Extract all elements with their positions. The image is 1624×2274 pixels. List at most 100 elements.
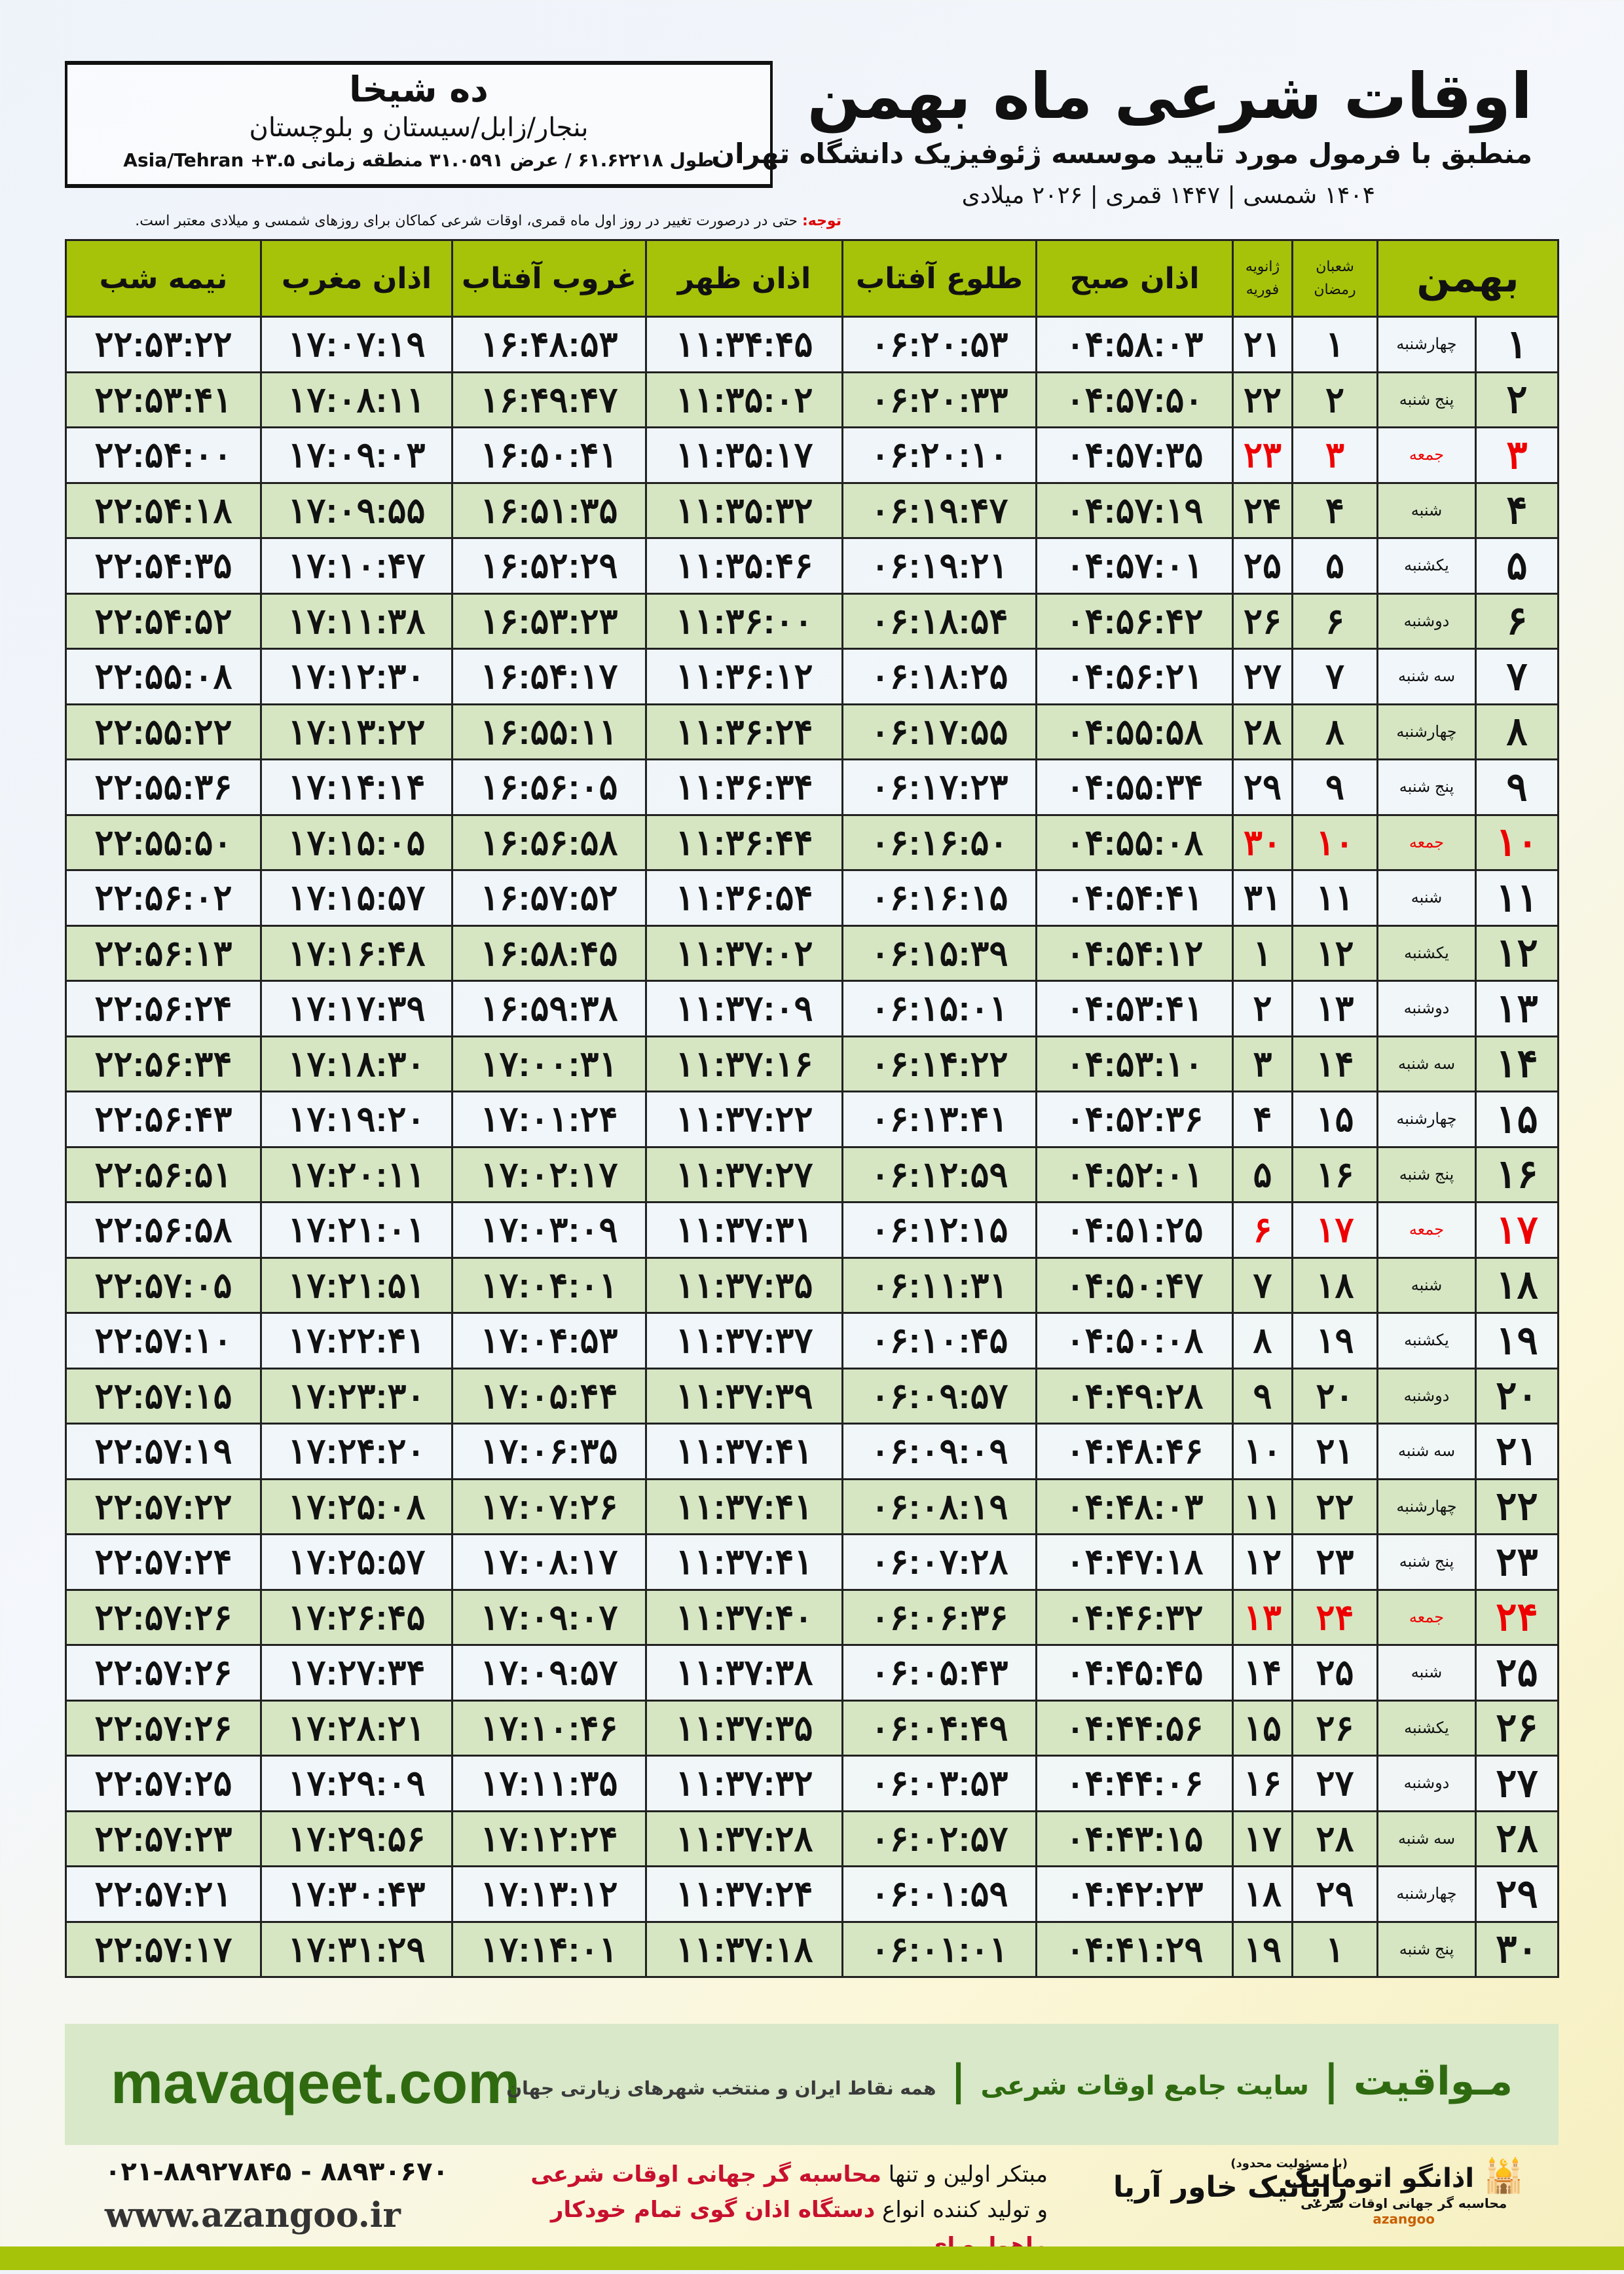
cell-weekday: چهارشنبه xyxy=(1376,1865,1477,1923)
cell-maghrib: ۱۷:۱۴:۱۴ xyxy=(260,758,453,816)
cell-day: ۱۱ xyxy=(1475,869,1560,927)
cell-hijri: ۹ xyxy=(1291,758,1378,816)
table-row: ۱ چهارشنبه ۱ ۲۱ ۰۴:۵۸:۰۳ ۰۶:۲۰:۵۳ ۱۱:۳۴:۴۵ ۱۶:۴… xyxy=(65,316,1560,373)
site-link[interactable]: mavaqeet.com xyxy=(111,2051,521,2116)
cell-maghrib: ۱۷:۲۵:۰۸ xyxy=(260,1478,453,1535)
table-row: ۱۴ سه شنبه ۱۴ ۳ ۰۴:۵۳:۱۰ ۰۶:۱۴:۲۲ ۱۱:۳۷:۱۶ ۱۷:۰… xyxy=(65,1035,1560,1092)
cell-day: ۳ xyxy=(1475,426,1560,484)
cell-midnight: ۲۲:۵۵:۲۲ xyxy=(65,703,262,760)
cell-midnight: ۲۲:۵۶:۵۱ xyxy=(65,1146,262,1203)
cell-dhuhr: ۱۱:۳۶:۲۴ xyxy=(645,703,843,760)
cell-weekday: یکشنبه xyxy=(1376,537,1477,595)
cell-midnight: ۲۲:۵۴:۵۲ xyxy=(65,592,262,650)
cell-weekday: سه شنبه xyxy=(1376,1035,1477,1092)
header-hijri-top: شعبان xyxy=(1316,258,1354,275)
cell-fajr: ۰۴:۴۸:۰۳ xyxy=(1035,1478,1234,1535)
table-row: ۲۵ شنبه ۲۵ ۱۴ ۰۴:۴۵:۴۵ ۰۶:۰۵:۴۳ ۱۱:۳۷:۳۸ ۱۷:۰۹:… xyxy=(65,1644,1560,1702)
cell-greg: ۱۹ xyxy=(1232,1920,1293,1978)
cell-sunrise: ۰۶:۰۶:۳۶ xyxy=(841,1588,1037,1646)
cell-dhuhr: ۱۱:۳۷:۴۱ xyxy=(645,1533,843,1591)
cell-weekday: پنج شنبه xyxy=(1376,371,1477,428)
cell-weekday: شنبه xyxy=(1376,869,1477,927)
azangoo-website[interactable]: www.azangoo.ir xyxy=(105,2195,401,2235)
cell-day: ۲۱ xyxy=(1475,1423,1560,1480)
cell-maghrib: ۱۷:۲۷:۳۴ xyxy=(260,1644,453,1702)
promo-1a: مبتکر اولین و تنها xyxy=(881,2161,1048,2188)
cell-hijri: ۲۸ xyxy=(1291,1810,1378,1867)
cell-day: ۱۷ xyxy=(1475,1201,1560,1259)
note: توجه: حتی در درصورت تغییر در روز اول ماه… xyxy=(65,213,841,229)
cell-day: ۱۲ xyxy=(1475,924,1560,982)
cell-sunset: ۱۷:۰۲:۱۷ xyxy=(451,1146,647,1203)
cell-sunrise: ۰۶:۱۸:۵۴ xyxy=(841,592,1037,650)
cell-greg: ۱۰ xyxy=(1232,1423,1293,1480)
rayanik-logo: (با مسئولیت محدود) رایانیک خاور آریا xyxy=(1113,2157,1348,2235)
header-maghrib: اذان مغرب xyxy=(260,239,453,318)
cell-day: ۳۰ xyxy=(1475,1920,1560,1978)
cell-greg: ۱۶ xyxy=(1232,1755,1293,1812)
cell-sunset: ۱۷:۰۳:۰۹ xyxy=(451,1201,647,1259)
cell-weekday: دوشنبه xyxy=(1376,980,1477,1037)
cell-hijri: ۱۶ xyxy=(1291,1146,1378,1203)
header-hijri-bottom: رمضان xyxy=(1314,282,1356,298)
cell-hijri: ۲ xyxy=(1291,371,1378,428)
cell-fajr: ۰۴:۴۷:۱۸ xyxy=(1035,1533,1234,1591)
cell-hijri: ۴ xyxy=(1291,481,1378,539)
cell-greg: ۳۰ xyxy=(1232,813,1293,871)
cell-fajr: ۰۴:۴۲:۲۳ xyxy=(1035,1865,1234,1923)
cell-midnight: ۲۲:۵۷:۲۶ xyxy=(65,1588,262,1646)
cell-weekday: چهارشنبه xyxy=(1376,316,1477,373)
cell-dhuhr: ۱۱:۳۶:۰۰ xyxy=(645,592,843,650)
phone-numbers: ۰۲۱-۸۸۹۲۷۸۴۵ - ۸۸۹۳۰۶۷۰ xyxy=(105,2157,449,2187)
cell-greg: ۲۲ xyxy=(1232,371,1293,428)
cell-maghrib: ۱۷:۲۱:۰۱ xyxy=(260,1201,453,1259)
cell-greg: ۸ xyxy=(1232,1312,1293,1370)
promo-text: مبتکر اولین و تنها محاسبه گر جهانی اوقات… xyxy=(458,2157,1048,2259)
cell-hijri: ۵ xyxy=(1291,537,1378,595)
cell-hijri: ۱ xyxy=(1291,1920,1378,1978)
cell-day: ۲۸ xyxy=(1475,1810,1560,1867)
cell-greg: ۱۱ xyxy=(1232,1478,1293,1535)
cell-fajr: ۰۴:۵۴:۱۲ xyxy=(1035,924,1234,982)
cell-sunset: ۱۶:۵۶:۰۵ xyxy=(451,758,647,816)
cell-dhuhr: ۱۱:۳۷:۱۸ xyxy=(645,1920,843,1978)
cell-sunrise: ۰۶:۱۹:۲۱ xyxy=(841,537,1037,595)
cell-fajr: ۰۴:۵۶:۴۲ xyxy=(1035,592,1234,650)
prayer-times-table: بهمن شعبان رمضان ژانویه فوریه اذان صبح طلو… xyxy=(65,239,1560,1978)
cell-fajr: ۰۴:۵۵:۵۸ xyxy=(1035,703,1234,760)
note-label: توجه: xyxy=(802,213,841,229)
azangoo-en: azangoo xyxy=(1373,2211,1435,2227)
cell-fajr: ۰۴:۵۰:۴۷ xyxy=(1035,1256,1234,1314)
header-gregorian: ژانویه فوریه xyxy=(1232,239,1293,318)
table-row: ۲۹ چهارشنبه ۲۹ ۱۸ ۰۴:۴۲:۲۳ ۰۶:۰۱:۵۹ ۱۱:۳۷:۲۴ ۱۷… xyxy=(65,1865,1560,1923)
cell-sunset: ۱۶:۵۱:۳۵ xyxy=(451,481,647,539)
header-hijri: شعبان رمضان xyxy=(1291,239,1378,318)
cell-hijri: ۶ xyxy=(1291,592,1378,650)
cell-fajr: ۰۴:۴۴:۵۶ xyxy=(1035,1699,1234,1757)
header-sunrise: طلوع آفتاب xyxy=(841,239,1037,318)
rayanik-text: رایانیک خاور آریا xyxy=(1113,2171,1348,2204)
cell-hijri: ۱۸ xyxy=(1291,1256,1378,1314)
cell-greg: ۱۳ xyxy=(1232,1588,1293,1646)
table-row: ۱۶ پنج شنبه ۱۶ ۵ ۰۴:۵۲:۰۱ ۰۶:۱۲:۵۹ ۱۱:۳۷:۲۷ ۱۷:… xyxy=(65,1146,1560,1203)
cell-hijri: ۱۴ xyxy=(1291,1035,1378,1092)
cell-dhuhr: ۱۱:۳۷:۳۷ xyxy=(645,1312,843,1370)
cell-dhuhr: ۱۱:۳۷:۲۲ xyxy=(645,1090,843,1148)
cell-maghrib: ۱۷:۲۰:۱۱ xyxy=(260,1146,453,1203)
table-row: ۱۸ شنبه ۱۸ ۷ ۰۴:۵۰:۴۷ ۰۶:۱۱:۳۱ ۱۱:۳۷:۳۵ ۱۷:۰۴:۰… xyxy=(65,1256,1560,1314)
cell-dhuhr: ۱۱:۳۶:۳۴ xyxy=(645,758,843,816)
cell-dhuhr: ۱۱:۳۷:۳۸ xyxy=(645,1644,843,1702)
cell-sunset: ۱۶:۵۷:۵۲ xyxy=(451,869,647,927)
cell-dhuhr: ۱۱:۳۷:۴۱ xyxy=(645,1423,843,1480)
cell-fajr: ۰۴:۴۶:۳۲ xyxy=(1035,1588,1234,1646)
cell-sunrise: ۰۶:۱۹:۴۷ xyxy=(841,481,1037,539)
cell-maghrib: ۱۷:۰۸:۱۱ xyxy=(260,371,453,428)
promo-1b: محاسبه گر جهانی اوقات شرعی xyxy=(530,2161,881,2188)
cell-greg: ۲۸ xyxy=(1232,703,1293,760)
cell-weekday: چهارشنبه xyxy=(1376,1090,1477,1148)
cell-maghrib: ۱۷:۱۰:۴۷ xyxy=(260,537,453,595)
cell-maghrib: ۱۷:۳۱:۲۹ xyxy=(260,1920,453,1978)
cell-maghrib: ۱۷:۲۴:۲۰ xyxy=(260,1423,453,1480)
cell-sunset: ۱۷:۱۱:۳۵ xyxy=(451,1755,647,1812)
cell-day: ۲۶ xyxy=(1475,1699,1560,1757)
